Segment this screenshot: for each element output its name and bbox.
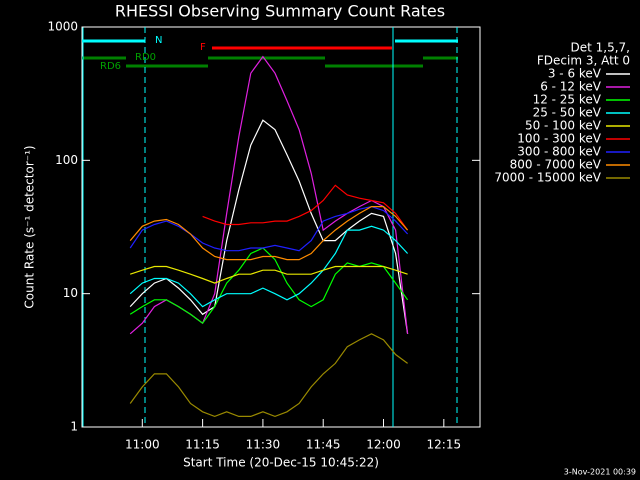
x-tick-label: 11:30 (246, 438, 281, 452)
legend-header: Det 1,5,7, (571, 41, 631, 55)
series-line (129, 206, 409, 261)
series-line (129, 247, 409, 325)
x-tick-label: 12:00 (366, 438, 401, 452)
legend-label: 800 - 7000 keV (510, 158, 602, 172)
legend-label: 12 - 25 keV (533, 93, 602, 107)
annotation: RD0 (135, 52, 156, 63)
x-tick-label: 12:15 (427, 438, 462, 452)
y-axis-label: Count Rate (s⁻¹ detector⁻¹) (23, 145, 37, 308)
y-tick-label: 10 (63, 286, 78, 300)
attenuator-lines (82, 27, 458, 427)
y-tick-label: 1000 (47, 20, 78, 34)
legend-label: 25 - 50 keV (533, 106, 602, 120)
legend-header: FDecim 3, Att 0 (537, 54, 630, 68)
x-tick-label: 11:15 (185, 438, 220, 452)
y-tick-label: 1 (70, 420, 78, 434)
series-line (129, 333, 408, 418)
status-bars (82, 39, 458, 68)
series-line (202, 184, 409, 231)
annotation: N (155, 35, 162, 46)
annotation: RD6 (100, 61, 121, 72)
footer: 3-Nov-2021 00:39 (564, 468, 636, 477)
x-tick-label: 11:00 (125, 438, 160, 452)
legend-label: 3 - 6 keV (548, 67, 602, 81)
series-line (130, 265, 408, 284)
series-line (129, 55, 409, 335)
legend-label: 300 - 800 keV (517, 145, 601, 159)
x-axis-label: Start Time (20-Dec-15 10:45:22) (183, 456, 379, 470)
series-line (129, 205, 409, 252)
chart-title: RHESSI Observing Summary Count Rates (115, 2, 445, 21)
plot-frame (81, 26, 481, 428)
legend-label: 6 - 12 keV (540, 80, 602, 94)
series-line (129, 119, 409, 334)
y-tick-label: 100 (55, 153, 78, 167)
annotation: F (200, 42, 206, 53)
legend-label: 7000 - 15000 keV (494, 171, 601, 185)
series-line (129, 225, 409, 308)
x-tick-label: 11:45 (306, 438, 341, 452)
legend-label: 100 - 300 keV (517, 132, 601, 146)
legend-label: 50 - 100 keV (525, 119, 602, 133)
